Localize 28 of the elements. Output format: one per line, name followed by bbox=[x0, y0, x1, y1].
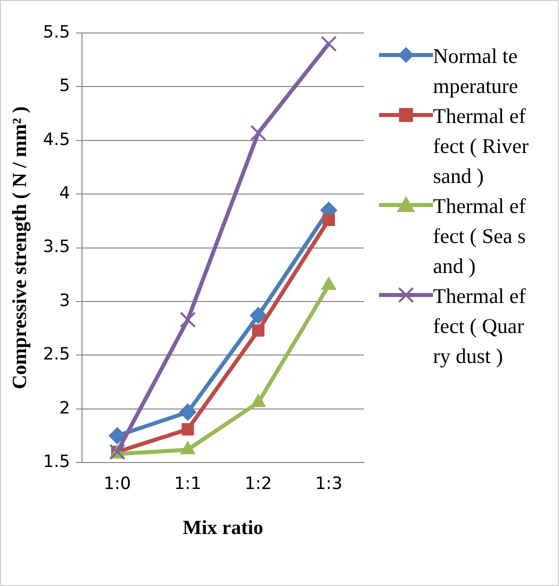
x-tick-label: 1:2 bbox=[244, 474, 272, 494]
y-tick-label: 1.5 bbox=[42, 452, 70, 472]
y-tick-label: 4.5 bbox=[42, 130, 70, 150]
legend-label: Normal temperature bbox=[433, 43, 520, 100]
x-axis-title: Mix ratio bbox=[182, 517, 264, 540]
x-tick-label: 1:3 bbox=[315, 474, 342, 494]
point bbox=[179, 404, 196, 421]
point bbox=[320, 36, 337, 52]
point bbox=[180, 312, 196, 328]
point bbox=[252, 324, 264, 337]
point bbox=[182, 423, 194, 436]
y-tick-label: 4 bbox=[59, 184, 70, 204]
point bbox=[322, 214, 335, 226]
legend-label: Thermal effect ( Quarry dust ) bbox=[433, 283, 527, 370]
y-tick-label: 5.5 bbox=[42, 22, 70, 42]
x-tick-label: 1:0 bbox=[104, 474, 131, 494]
y-tick-label: 2.5 bbox=[42, 344, 70, 365]
point bbox=[250, 306, 267, 324]
y-tick-label: 3 bbox=[59, 290, 70, 311]
point bbox=[250, 124, 266, 141]
x-tick-label: 1:1 bbox=[174, 474, 202, 494]
y-tick-label: 5 bbox=[59, 76, 70, 96]
y-tick-label: 2 bbox=[59, 398, 70, 418]
legend-label: Thermal effect ( River sand ) bbox=[433, 103, 529, 190]
legend-label: Thermal effect ( Sea sand ) bbox=[433, 193, 527, 280]
y-axis-title: Compressive strength ( N / mm² ) bbox=[9, 106, 32, 390]
y-tick-label: 3.5 bbox=[42, 237, 70, 258]
point bbox=[108, 427, 126, 444]
